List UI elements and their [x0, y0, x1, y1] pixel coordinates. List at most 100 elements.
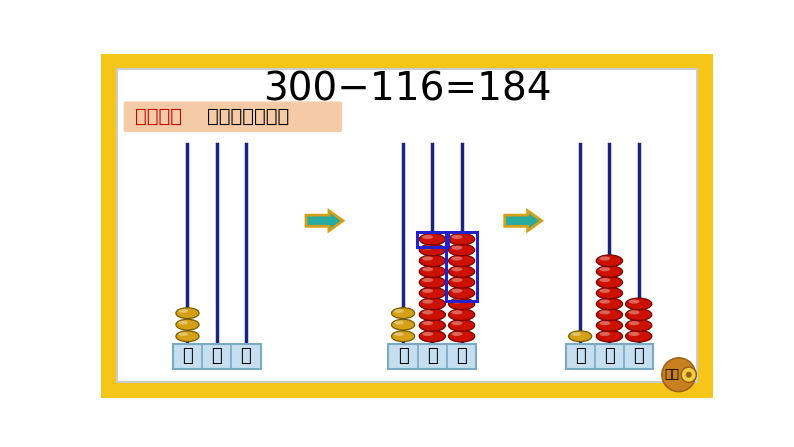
Text: 借助计数器计算: 借助计数器计算	[207, 107, 290, 127]
Ellipse shape	[599, 267, 611, 271]
Ellipse shape	[596, 309, 622, 320]
Text: 方法二：: 方法二：	[135, 107, 182, 127]
Ellipse shape	[451, 257, 462, 261]
Circle shape	[661, 358, 696, 392]
Bar	[417, 232, 448, 247]
Ellipse shape	[626, 320, 652, 331]
Ellipse shape	[451, 289, 462, 293]
Ellipse shape	[422, 310, 433, 314]
Ellipse shape	[176, 319, 199, 330]
Ellipse shape	[422, 321, 433, 325]
Ellipse shape	[449, 266, 475, 277]
Ellipse shape	[451, 235, 462, 239]
Ellipse shape	[599, 289, 611, 293]
Ellipse shape	[451, 332, 462, 336]
Ellipse shape	[449, 255, 475, 266]
Bar	[565, 344, 653, 369]
Text: 百: 百	[398, 347, 408, 365]
Ellipse shape	[179, 332, 188, 336]
Text: 个: 个	[241, 347, 252, 365]
Ellipse shape	[394, 320, 404, 325]
Ellipse shape	[422, 332, 433, 336]
Circle shape	[663, 359, 694, 390]
Ellipse shape	[419, 330, 445, 342]
Ellipse shape	[419, 298, 445, 310]
Ellipse shape	[449, 233, 475, 245]
Ellipse shape	[596, 320, 622, 331]
Ellipse shape	[394, 332, 404, 336]
Text: 百: 百	[575, 347, 585, 365]
Ellipse shape	[179, 309, 188, 313]
Text: 个: 个	[457, 347, 467, 365]
Text: 百: 百	[182, 347, 193, 365]
Ellipse shape	[596, 298, 622, 310]
Ellipse shape	[451, 299, 462, 304]
Ellipse shape	[419, 266, 445, 277]
Ellipse shape	[449, 298, 475, 310]
Bar	[173, 344, 260, 369]
Bar	[388, 344, 476, 369]
Ellipse shape	[391, 331, 414, 342]
Ellipse shape	[626, 330, 652, 342]
Ellipse shape	[599, 257, 611, 261]
Ellipse shape	[422, 235, 433, 239]
Ellipse shape	[596, 277, 622, 288]
Ellipse shape	[451, 278, 462, 282]
Ellipse shape	[451, 245, 462, 250]
Ellipse shape	[596, 255, 622, 266]
Ellipse shape	[449, 287, 475, 299]
Ellipse shape	[422, 257, 433, 261]
Ellipse shape	[176, 308, 199, 319]
FancyBboxPatch shape	[125, 102, 341, 131]
Text: 个: 个	[634, 347, 644, 365]
Ellipse shape	[422, 278, 433, 282]
Ellipse shape	[449, 330, 475, 342]
Polygon shape	[306, 211, 343, 231]
Bar	[446, 232, 477, 301]
Ellipse shape	[626, 298, 652, 310]
Text: 返回: 返回	[665, 368, 680, 381]
Ellipse shape	[422, 299, 433, 304]
Ellipse shape	[422, 289, 433, 293]
Ellipse shape	[451, 310, 462, 314]
Text: 十: 十	[427, 347, 437, 365]
Ellipse shape	[629, 332, 639, 336]
Ellipse shape	[391, 319, 414, 330]
Circle shape	[687, 372, 691, 377]
Ellipse shape	[629, 299, 639, 304]
Polygon shape	[505, 211, 542, 231]
Ellipse shape	[422, 245, 433, 250]
Ellipse shape	[419, 320, 445, 331]
Ellipse shape	[449, 320, 475, 331]
Ellipse shape	[419, 277, 445, 288]
Ellipse shape	[422, 267, 433, 271]
Text: 十: 十	[604, 347, 615, 365]
Ellipse shape	[596, 330, 622, 342]
Ellipse shape	[176, 331, 199, 342]
Ellipse shape	[596, 266, 622, 277]
Ellipse shape	[599, 321, 611, 325]
Ellipse shape	[419, 244, 445, 256]
Ellipse shape	[449, 277, 475, 288]
Ellipse shape	[569, 331, 592, 342]
Ellipse shape	[179, 320, 188, 325]
Ellipse shape	[451, 321, 462, 325]
Circle shape	[683, 369, 695, 381]
Ellipse shape	[629, 321, 639, 325]
Ellipse shape	[626, 309, 652, 320]
Ellipse shape	[571, 332, 581, 336]
Ellipse shape	[419, 309, 445, 320]
Ellipse shape	[394, 309, 404, 313]
Ellipse shape	[451, 267, 462, 271]
Circle shape	[681, 367, 696, 383]
Ellipse shape	[419, 255, 445, 266]
Ellipse shape	[391, 308, 414, 319]
Ellipse shape	[629, 310, 639, 314]
Ellipse shape	[419, 287, 445, 299]
Ellipse shape	[599, 310, 611, 314]
Ellipse shape	[599, 278, 611, 282]
Ellipse shape	[449, 244, 475, 256]
Ellipse shape	[596, 287, 622, 299]
Ellipse shape	[599, 299, 611, 304]
Ellipse shape	[419, 233, 445, 245]
